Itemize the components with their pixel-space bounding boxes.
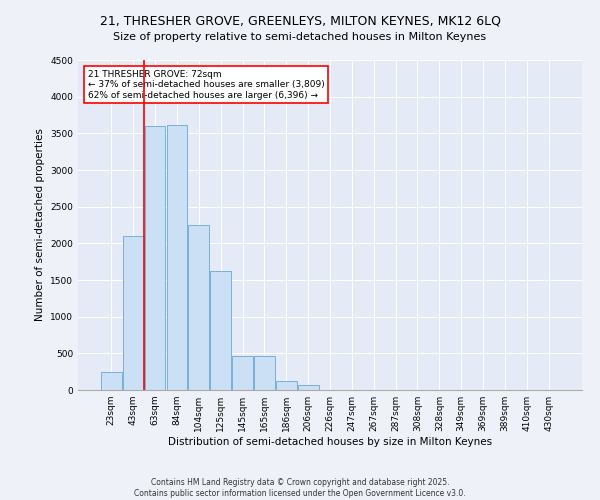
Bar (210, 271, 231, 390)
Bar (188, 225, 209, 390)
Text: 21 THRESHER GROVE: 72sqm
← 37% of semi-detached houses are smaller (3,809)
62% o: 21 THRESHER GROVE: 72sqm ← 37% of semi-d… (88, 70, 325, 100)
X-axis label: Distribution of semi-detached houses by size in Milton Keynes: Distribution of semi-detached houses by … (168, 437, 492, 447)
Bar (276, 381, 296, 390)
Bar (298, 385, 319, 390)
Bar (232, 356, 253, 390)
Bar (167, 124, 187, 390)
Bar (101, 372, 122, 390)
Bar (123, 236, 143, 390)
Text: 21, THRESHER GROVE, GREENLEYS, MILTON KEYNES, MK12 6LQ: 21, THRESHER GROVE, GREENLEYS, MILTON KE… (100, 15, 500, 28)
Text: Contains HM Land Registry data © Crown copyright and database right 2025.
Contai: Contains HM Land Registry data © Crown c… (134, 478, 466, 498)
Bar (254, 356, 275, 390)
Y-axis label: Number of semi-detached properties: Number of semi-detached properties (35, 128, 44, 322)
Bar (145, 126, 166, 390)
Text: Size of property relative to semi-detached houses in Milton Keynes: Size of property relative to semi-detach… (113, 32, 487, 42)
